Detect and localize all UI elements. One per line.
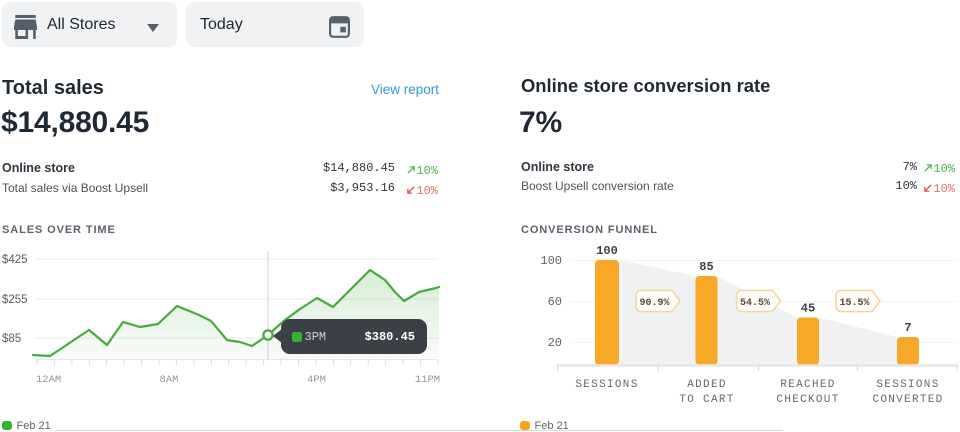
svg-text:90.9%: 90.9% — [639, 298, 669, 309]
svg-text:11PM: 11PM — [415, 374, 440, 386]
svg-text:TO CART: TO CART — [679, 394, 734, 406]
svg-text:$425: $425 — [2, 254, 28, 266]
svg-text:85: 85 — [699, 260, 713, 274]
svg-text:8AM: 8AM — [160, 374, 179, 386]
svg-text:7: 7 — [904, 321, 911, 335]
svg-text:REACHED: REACHED — [780, 379, 835, 391]
svg-text:4PM: 4PM — [307, 374, 326, 386]
svg-text:100: 100 — [596, 244, 618, 258]
svg-text:$255: $255 — [2, 294, 28, 306]
svg-text:54.5%: 54.5% — [740, 298, 770, 309]
svg-text:60: 60 — [548, 295, 562, 309]
svg-text:SESSIONS: SESSIONS — [876, 379, 939, 391]
svg-text:$85: $85 — [2, 333, 21, 345]
svg-text:CHECKOUT: CHECKOUT — [776, 394, 839, 406]
svg-text:CONVERTED: CONVERTED — [872, 394, 943, 406]
svg-text:ADDED: ADDED — [687, 379, 727, 391]
svg-text:SESSIONS: SESSIONS — [575, 379, 638, 391]
svg-text:45: 45 — [801, 302, 815, 316]
svg-text:12AM: 12AM — [36, 374, 61, 386]
svg-text:15.5%: 15.5% — [839, 298, 869, 309]
svg-text:100: 100 — [540, 254, 562, 268]
svg-text:20: 20 — [548, 336, 562, 350]
